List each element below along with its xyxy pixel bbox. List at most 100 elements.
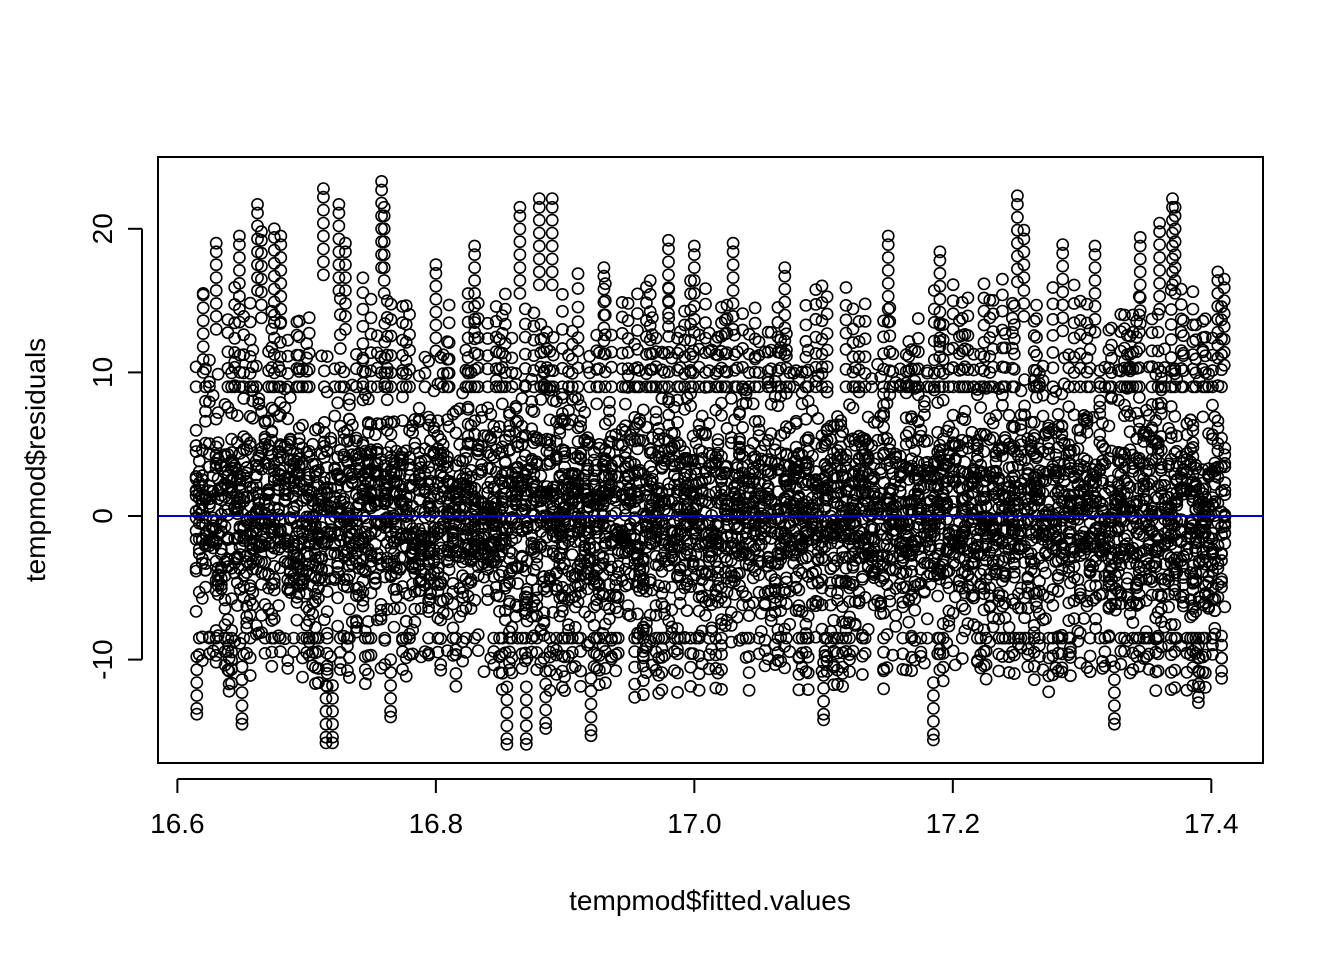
data-point xyxy=(195,443,209,457)
data-point xyxy=(495,520,509,534)
data-point xyxy=(446,477,460,491)
data-point xyxy=(537,364,551,378)
data-point xyxy=(287,645,301,658)
data-point xyxy=(342,433,356,447)
data-point xyxy=(342,392,356,406)
data-point xyxy=(503,429,516,442)
data-point xyxy=(267,316,281,329)
data-point xyxy=(281,412,295,426)
data-point xyxy=(387,415,401,429)
data-point xyxy=(530,458,544,471)
data-point xyxy=(423,474,437,488)
data-point xyxy=(481,316,495,330)
data-point xyxy=(320,662,334,676)
data-point xyxy=(527,405,541,418)
data-point xyxy=(459,451,473,465)
data-point xyxy=(574,420,587,433)
data-point xyxy=(574,586,587,599)
data-point xyxy=(328,409,342,423)
data-point xyxy=(422,631,435,645)
data-point xyxy=(525,573,539,586)
data-point xyxy=(396,380,409,394)
data-point xyxy=(214,542,228,556)
data-point xyxy=(558,557,571,571)
data-point xyxy=(202,647,216,661)
data-point xyxy=(468,414,482,428)
data-point xyxy=(364,380,378,394)
data-point xyxy=(558,446,571,460)
data-point xyxy=(233,498,247,512)
data-point xyxy=(459,343,473,357)
data-point xyxy=(324,435,338,449)
data-point xyxy=(356,286,370,299)
data-point xyxy=(364,443,378,457)
data-point xyxy=(292,437,306,451)
data-point xyxy=(403,380,416,394)
data-point xyxy=(446,528,460,542)
data-point xyxy=(311,645,325,658)
data-point xyxy=(464,602,478,615)
data-point xyxy=(471,361,485,375)
data-point xyxy=(228,316,242,330)
data-point xyxy=(387,602,401,616)
data-point xyxy=(537,629,551,642)
data-point xyxy=(292,421,306,435)
data-point xyxy=(206,389,220,402)
data-point xyxy=(349,434,363,448)
data-point xyxy=(530,663,544,676)
data-point xyxy=(442,380,456,394)
data-point xyxy=(221,345,235,359)
data-point xyxy=(249,380,263,394)
data-point xyxy=(442,420,456,433)
data-point xyxy=(427,421,441,434)
data-point xyxy=(361,392,375,406)
data-point xyxy=(296,456,309,470)
data-point xyxy=(361,416,375,429)
data-point xyxy=(356,319,370,333)
data-point xyxy=(311,591,325,605)
data-point xyxy=(540,380,554,394)
data-point xyxy=(422,460,435,474)
data-point xyxy=(340,639,354,653)
data-point xyxy=(442,563,456,576)
data-point xyxy=(543,380,557,394)
data-point xyxy=(272,629,285,643)
data-point xyxy=(550,631,563,645)
data-point xyxy=(328,362,342,376)
data-point xyxy=(562,631,575,645)
data-point xyxy=(527,537,541,551)
data-point xyxy=(471,380,485,394)
data-point xyxy=(387,620,401,634)
data-point xyxy=(436,380,450,394)
data-point xyxy=(481,401,495,415)
data-point xyxy=(403,458,416,471)
data-point xyxy=(315,349,328,363)
data-point xyxy=(265,645,279,659)
data-point xyxy=(189,605,203,618)
data-point xyxy=(233,548,247,561)
data-point xyxy=(487,631,501,645)
data-point xyxy=(378,631,392,645)
data-point xyxy=(278,632,292,646)
data-point xyxy=(370,329,384,343)
data-point xyxy=(290,613,304,627)
data-point xyxy=(518,347,532,361)
data-point xyxy=(546,330,560,344)
data-point xyxy=(556,322,569,336)
data-point xyxy=(302,444,316,458)
data-point xyxy=(308,553,322,567)
data-point xyxy=(527,333,541,347)
data-point xyxy=(571,315,585,329)
data-point xyxy=(302,346,316,360)
data-point xyxy=(333,380,347,394)
data-point xyxy=(562,649,575,663)
data-point xyxy=(408,602,422,616)
data-point xyxy=(571,595,585,609)
data-point xyxy=(442,316,456,330)
data-point xyxy=(267,525,281,539)
data-point xyxy=(333,342,347,355)
data-point xyxy=(211,367,225,381)
data-point xyxy=(546,380,560,394)
data-point xyxy=(364,364,378,378)
data-point xyxy=(240,443,254,457)
